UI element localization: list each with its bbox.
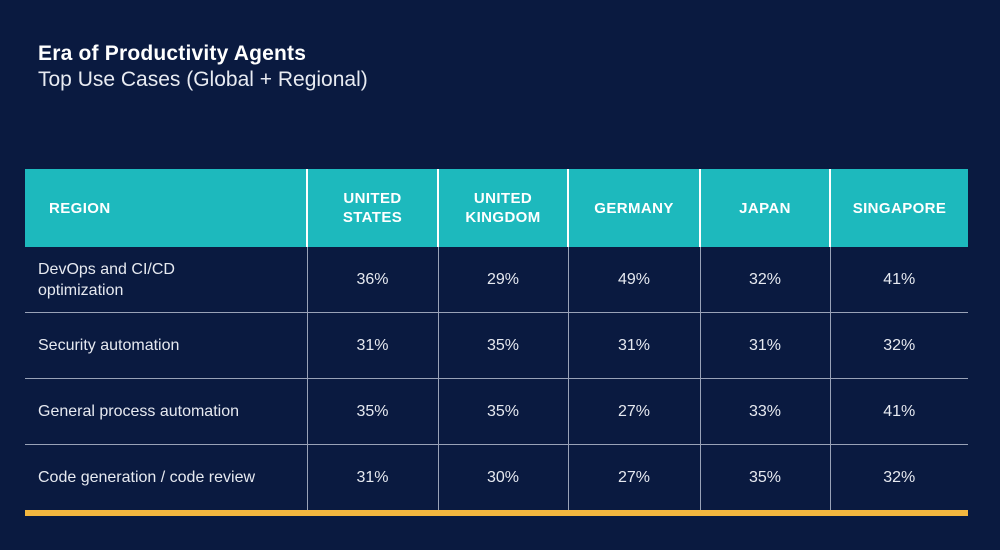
row-label: General process automation <box>25 378 307 445</box>
table-container: REGION UNITED STATES UNITED KINGDOM GERM… <box>25 169 968 516</box>
row-label: Code generation / code review <box>25 444 307 513</box>
table-row-security-automation: Security automation 31% 35% 31% 31% 32% <box>25 312 968 379</box>
header-row: REGION UNITED STATES UNITED KINGDOM GERM… <box>25 169 968 247</box>
table-cell: 31% <box>699 312 830 379</box>
table-cell: 49% <box>567 247 700 313</box>
column-header-japan: JAPAN <box>699 169 830 247</box>
table-cell: 32% <box>699 247 830 313</box>
row-label: Security automation <box>25 312 307 379</box>
table-cell: 35% <box>437 378 568 445</box>
table-cell: 36% <box>306 247 438 313</box>
table-cell: 35% <box>437 312 568 379</box>
table-cell: 31% <box>306 444 438 513</box>
title-block: Era of Productivity Agents Top Use Cases… <box>38 41 368 93</box>
table-cell: 32% <box>829 444 968 513</box>
column-header-united-kingdom: UNITED KINGDOM <box>437 169 568 247</box>
table-cell: 27% <box>567 378 700 445</box>
column-header-singapore: SINGAPORE <box>829 169 968 247</box>
column-header-germany: GERMANY <box>567 169 700 247</box>
table-cell: 41% <box>829 378 968 445</box>
table-cell: 30% <box>437 444 568 513</box>
table-row-general-process-automation: General process automation 35% 35% 27% 3… <box>25 378 968 445</box>
row-label: DevOps and CI/CD optimization <box>38 260 175 299</box>
table-cell: 35% <box>699 444 830 513</box>
table-cell: 27% <box>567 444 700 513</box>
table-cell: 32% <box>829 312 968 379</box>
table-header: REGION UNITED STATES UNITED KINGDOM GERM… <box>25 169 968 247</box>
table-cell: 31% <box>567 312 700 379</box>
table-cell: 31% <box>306 312 438 379</box>
table-body: DevOps and CI/CD optimization 36% 29% 49… <box>25 247 968 513</box>
table-cell: 33% <box>699 378 830 445</box>
table-row-devops: DevOps and CI/CD optimization 36% 29% 49… <box>25 247 968 313</box>
table-cell: 41% <box>829 247 968 313</box>
column-header-region: REGION <box>25 169 307 247</box>
page-subtitle: Top Use Cases (Global + Regional) <box>38 68 368 91</box>
table-cell: 35% <box>306 378 438 445</box>
use-cases-table: REGION UNITED STATES UNITED KINGDOM GERM… <box>25 169 968 516</box>
table-cell: 29% <box>437 247 568 313</box>
page-title: Era of Productivity Agents <box>38 42 307 65</box>
table-row-code-generation: Code generation / code review 31% 30% 27… <box>25 444 968 513</box>
column-header-united-states: UNITED STATES <box>306 169 438 247</box>
